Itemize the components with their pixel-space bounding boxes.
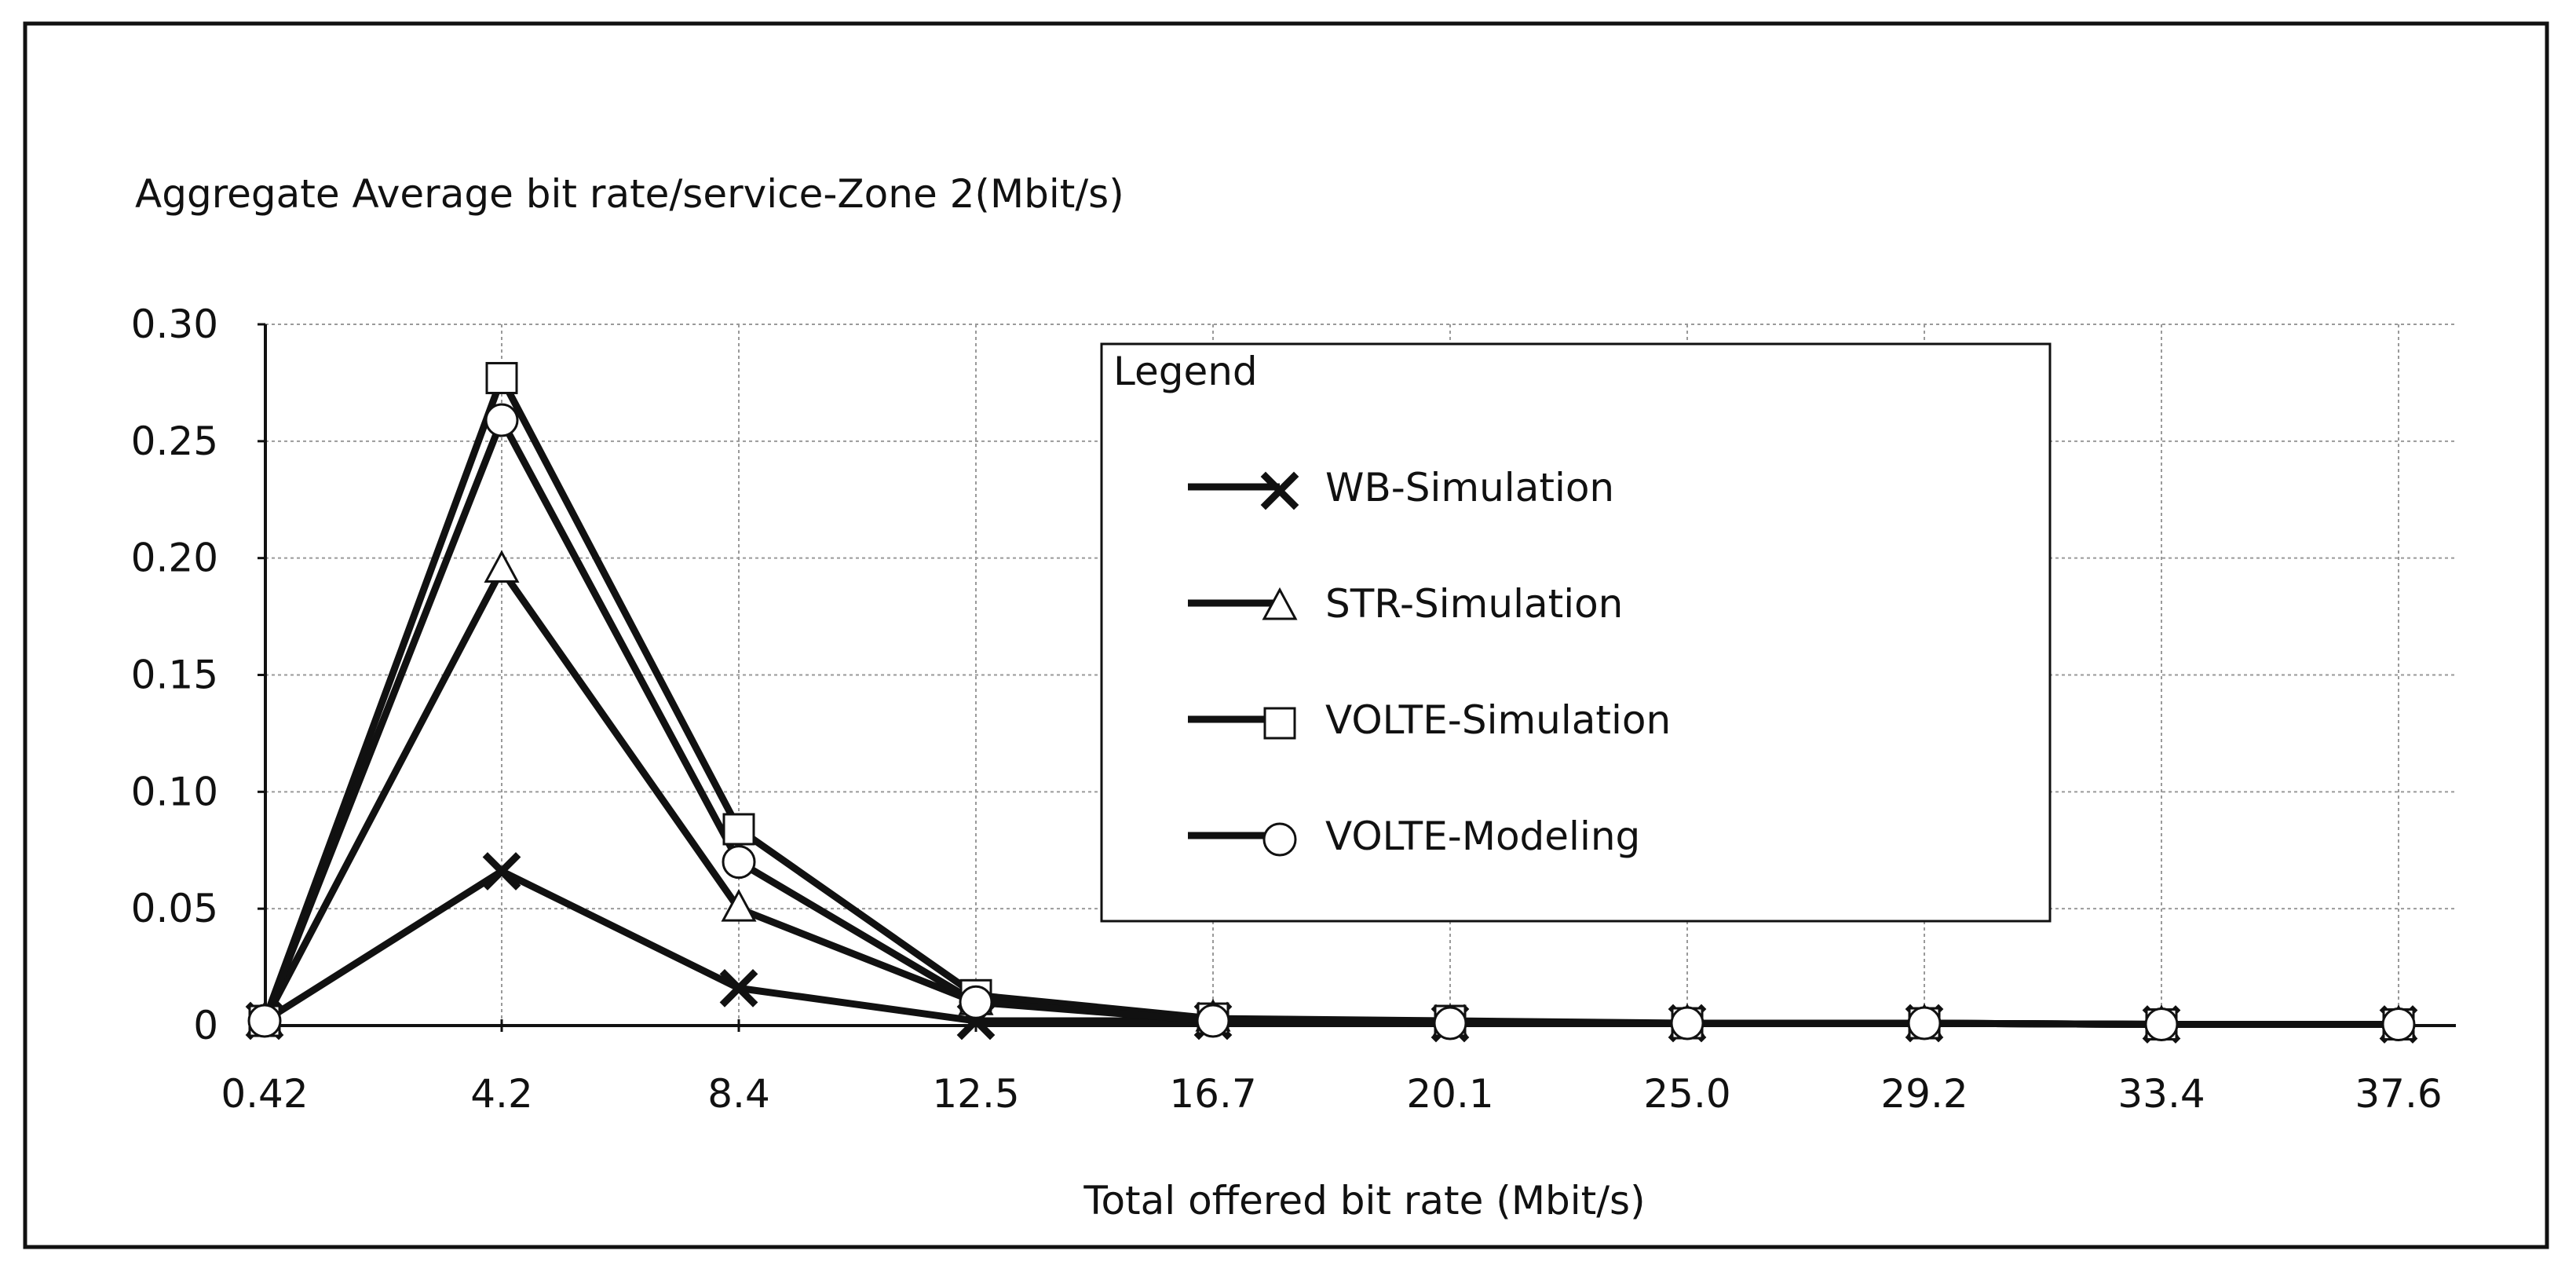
data-point-volte-modeling [722,845,756,880]
x-tick-label: 16.7 [1169,1071,1256,1117]
legend-marker-square [1263,707,1296,740]
x-tick-label: 29.2 [1880,1071,1968,1117]
series-lines [261,369,2399,1029]
data-point-volte-modeling [1907,1006,1942,1040]
data-point-volte-modeling [247,1004,282,1038]
legend: Legend WB-Simulation STR-Simulation VOLTE-… [1100,342,2052,923]
legend-label: WB-Simulation [1325,465,1614,510]
data-point-str-simulation [721,889,757,922]
data-point-volte-modeling [1196,1004,1230,1038]
data-point-str-simulation [484,550,520,583]
y-tick-label: 0.05 [131,886,218,931]
x-tick-label: 4.2 [470,1071,533,1117]
x-tick-label: 0.42 [221,1071,308,1117]
data-point-volte-modeling [484,403,519,437]
y-tick-label: 0 [193,1003,218,1048]
data-point-volte-modeling [2381,1008,2416,1042]
y-tick-label: 0.30 [131,302,218,347]
tick-labels: 0 0.05 0.10 0.15 0.20 0.25 0.30 0.42 4.2 8.4 12.5 1… [131,302,2443,1117]
legend-item-volte-modeling: VOLTE-Modeling [1188,814,1640,859]
data-point-volte-modeling [2144,1008,2179,1042]
legend-item-volte-simulation: VOLTE-Simulation [1188,697,1671,743]
legend-box [1100,342,2052,923]
x-tick-label: 33.4 [2117,1071,2205,1117]
data-point-wb-simulation [482,852,521,890]
x-tick-label: 25.0 [1643,1071,1730,1117]
legend-label: STR-Simulation [1325,581,1623,627]
data-point-volte-simulation [722,813,755,846]
x-tick-label: 20.1 [1406,1071,1493,1117]
legend-item-wb-simulation: WB-Simulation [1188,465,1614,510]
series-markers [245,361,2418,1044]
legend-item-str-simulation: STR-Simulation [1188,581,1623,627]
legend-title: Legend [1113,349,1258,394]
legend-label: VOLTE-Modeling [1325,814,1640,859]
y-tick-label: 0.15 [131,653,218,698]
y-tick-label: 0.10 [131,769,218,814]
legend-marker-triangle [1262,587,1298,620]
x-tick-label: 12.5 [932,1071,1019,1117]
legend-marker-circle [1262,822,1297,857]
data-point-volte-modeling [959,985,993,1019]
x-axis-title: Total offered bit rate (Mbit/s) [1083,1178,1645,1223]
data-point-volte-modeling [1670,1006,1705,1040]
data-point-wb-simulation [719,969,758,1008]
y-axis-title: Aggregate Average bit rate/service-Zone … [135,171,1124,217]
x-tick-label: 8.4 [707,1071,770,1117]
series-line-volte-modeling [261,411,2399,1029]
legend-label: VOLTE-Simulation [1325,697,1671,743]
y-tick-label: 0.25 [131,419,218,464]
data-point-volte-modeling [1433,1006,1467,1040]
x-tick-label: 37.6 [2355,1071,2442,1117]
y-tick-label: 0.20 [131,536,218,581]
data-point-volte-simulation [485,361,518,394]
legend-items: WB-Simulation STR-Simulation VOLTE-Simulat… [1188,465,1671,859]
legend-marker-x [1260,471,1299,510]
